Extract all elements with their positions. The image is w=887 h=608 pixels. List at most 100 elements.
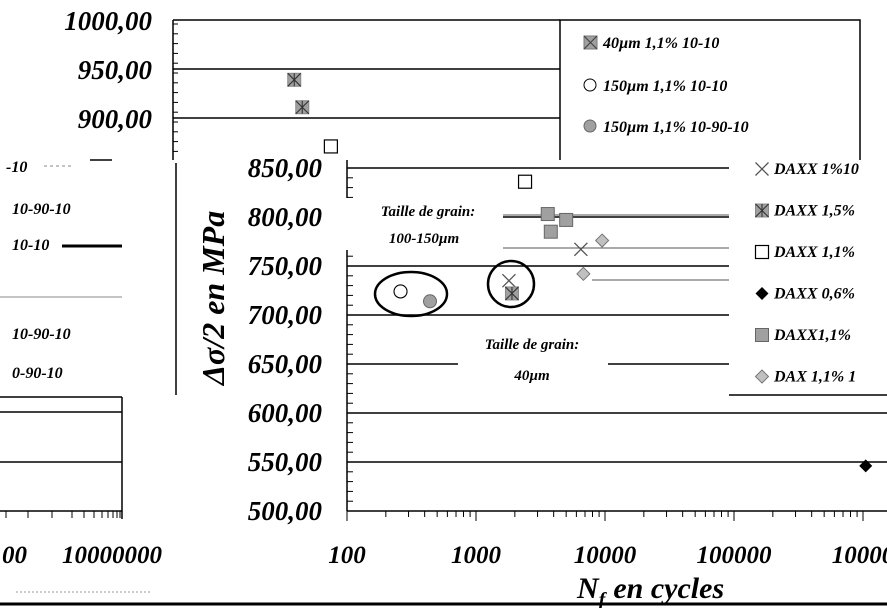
- marker-diamond: [755, 287, 769, 300]
- background-legend-item: 150µm 1,1% 10-90-10: [583, 119, 749, 136]
- background-legend-label: 40µm 1,1% 10-10: [602, 35, 719, 52]
- x-tick-label: 1000: [451, 542, 502, 569]
- x-axis-title-subscript: f: [599, 589, 608, 608]
- y-tick-label: 500,00: [248, 496, 323, 526]
- data-point: [559, 212, 574, 227]
- data-point: [323, 139, 338, 154]
- legend-label: DAX 1,1% 1: [773, 369, 856, 386]
- data-point: [501, 273, 516, 288]
- x-axis-title-rest: en cycles: [613, 572, 724, 605]
- background-x-tick-label: 00: [2, 542, 28, 569]
- y-axis-title: Δσ/2 en MPa: [195, 211, 231, 387]
- legend-marker-circle-gray: [583, 119, 597, 133]
- data-point: [517, 174, 533, 189]
- background-chart-y-minor-ticks: [173, 23, 178, 152]
- x-axis-title: Nf en cycles: [576, 572, 724, 608]
- annotation-label: Taille de grain:: [485, 337, 579, 353]
- marker-asterisk: [505, 286, 519, 301]
- data-point: [573, 242, 588, 257]
- main-y-tick-labels: 500,00 550,00 600,00 650,00 700,00 750,00 800,…: [248, 153, 323, 526]
- background-fragment-label: 10-10: [12, 237, 49, 254]
- x-tick-label: 100000: [697, 542, 773, 569]
- marker-diamond: [859, 459, 873, 473]
- highlight-ellipse: [486, 259, 536, 309]
- background-y-tick-label: 1000,00: [64, 6, 152, 36]
- legend-label: DAXX 0,6%: [773, 286, 855, 303]
- marker-square: [543, 224, 558, 239]
- background-legend-item: 150µm 1,1% 10-10: [583, 78, 727, 95]
- main-x-minor-ticks: [346, 511, 864, 521]
- data-point: [576, 266, 591, 282]
- x-tick-label: 100: [328, 542, 366, 569]
- marker-diamond: [594, 233, 610, 248]
- marker-x-stroke: [501, 273, 516, 288]
- data-points: [287, 72, 873, 473]
- x-axis-title-text: Nf en cycles: [576, 572, 724, 608]
- x-tick-label: 10000: [832, 542, 887, 569]
- marker-square: [323, 139, 338, 154]
- data-point: [540, 207, 555, 222]
- data-point: [543, 224, 558, 239]
- y-tick-label: 550,00: [248, 447, 323, 477]
- legend-marker: [755, 203, 769, 218]
- data-point: [393, 284, 408, 299]
- y-tick-label: 600,00: [248, 398, 323, 428]
- marker-x-stroke: [755, 162, 769, 176]
- annotation-background: [458, 328, 608, 386]
- background-legend-label: 150µm 1,1% 10-90-10: [603, 119, 749, 136]
- x-tick-label: 10000: [574, 542, 637, 569]
- marker-square: [540, 207, 555, 222]
- marker-diamond: [754, 369, 770, 384]
- y-tick-label: 800,00: [248, 202, 323, 232]
- annotation-label: 40µm: [513, 368, 549, 384]
- y-tick-label: 850,00: [248, 153, 323, 183]
- legend-marker: [754, 369, 770, 384]
- marker-square: [517, 174, 533, 189]
- main-legend-box: [729, 160, 887, 395]
- annotation-label: 100-150µm: [389, 231, 459, 247]
- data-point: [423, 294, 438, 309]
- background-legend-box: [559, 19, 861, 163]
- legend-label: DAXX 1%10: [773, 161, 859, 178]
- main-x-tick-labels: 100 1000 10000 100000 10000: [328, 542, 887, 569]
- y-tick-label: 650,00: [248, 349, 323, 379]
- data-point: [295, 100, 310, 115]
- background-fragment-label: 10-90-10: [12, 201, 71, 218]
- legend-label: DAXX1,1%: [773, 327, 851, 344]
- legend-marker: [755, 328, 769, 342]
- marker-square: [559, 212, 574, 227]
- background-legend-label: 150µm 1,1% 10-10: [603, 78, 727, 95]
- marker-x-stroke: [573, 242, 588, 257]
- marker-asterisk: [295, 100, 310, 115]
- background-legend-item: 40µm 1,1% 10-10: [583, 35, 719, 52]
- annotation-label: Taille de grain:: [381, 204, 475, 220]
- background-fragment-x-ticks: [5, 511, 121, 518]
- background-fragment-label: -10: [6, 159, 27, 176]
- legend-label: DAXX 1,1%: [773, 244, 855, 261]
- y-axis-title-text: Δσ/2 en MPa: [195, 211, 231, 387]
- marker-square: [754, 244, 770, 260]
- main-legend: DAXX 1%10 DAXX 1,5% DAXX 1,1% DAXX 0,6% DAXX…: [754, 161, 859, 386]
- marker-circle: [423, 294, 438, 309]
- highlight-ellipse: [373, 270, 449, 318]
- x-axis-title-main: N: [576, 572, 600, 605]
- legend-marker: [754, 244, 770, 260]
- main-chart: 500,00 550,00 600,00 650,00 700,00 750,00 800,…: [195, 72, 887, 608]
- data-point: [504, 286, 519, 301]
- annotation-background: [345, 198, 503, 250]
- background-fragment-label: 0-90-10: [12, 365, 63, 382]
- marker-diamond: [576, 266, 591, 282]
- background-chart: 1000,00 950,00 900,00 40µm 1,1% 10-10 15…: [0, 6, 861, 593]
- marker-circle: [393, 284, 408, 299]
- legend-marker-x-stroke: [583, 35, 598, 50]
- legend-label: DAXX 1,5%: [773, 203, 855, 220]
- background-y-tick-label: 900,00: [78, 104, 153, 134]
- y-tick-label: 750,00: [248, 251, 323, 281]
- legend-marker: [755, 162, 769, 176]
- background-fragment-label: 10-90-10: [12, 326, 71, 343]
- background-x-tick-label: 10000000: [62, 542, 163, 569]
- data-point: [859, 459, 873, 473]
- data-point: [594, 233, 610, 248]
- marker-square: [755, 328, 769, 342]
